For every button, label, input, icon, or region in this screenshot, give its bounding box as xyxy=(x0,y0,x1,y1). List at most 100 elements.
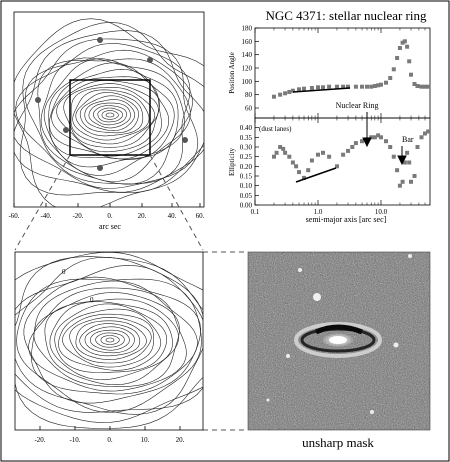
contour-top-lines xyxy=(14,18,204,207)
isophote-contour xyxy=(15,264,203,415)
data-point xyxy=(423,131,427,136)
position-angle-panel: 60 80 100 120 140 160 180 Position Angle Nucle… xyxy=(228,25,431,119)
data-point xyxy=(412,82,417,86)
data-point xyxy=(290,160,295,165)
isophote-contour xyxy=(54,303,168,373)
data-point xyxy=(402,39,407,44)
dust-lane xyxy=(314,324,363,335)
y-tick-label: 0.35 xyxy=(240,134,253,142)
data-point xyxy=(391,67,396,72)
data-point xyxy=(407,59,412,64)
contour-top-xtick: -40. xyxy=(40,212,51,220)
star-marker xyxy=(97,37,103,43)
zoom-connectors xyxy=(14,154,248,431)
star xyxy=(298,268,302,272)
data-point xyxy=(278,145,283,149)
data-point xyxy=(283,91,288,96)
contour-top-ticks xyxy=(13,203,201,207)
isophote-contour xyxy=(15,252,203,429)
isophote-contour xyxy=(79,323,141,357)
isophote-contour xyxy=(63,83,159,148)
data-point xyxy=(402,160,407,165)
star xyxy=(370,410,374,414)
isophote-contour xyxy=(75,92,144,137)
isophote-contour xyxy=(48,68,169,160)
isophote-contour xyxy=(49,301,173,381)
contour-bottom-xtick: -10. xyxy=(69,436,80,444)
isophote-contour xyxy=(15,256,203,423)
y-tick-label: 180 xyxy=(242,25,253,33)
data-point xyxy=(346,84,350,89)
data-point xyxy=(407,160,412,165)
data-point xyxy=(281,146,286,151)
star-marker xyxy=(63,127,69,133)
y-tick-label: 0.20 xyxy=(240,163,253,171)
star xyxy=(286,354,290,358)
y-tick-label: 0.30 xyxy=(240,144,253,152)
data-point xyxy=(335,164,339,169)
data-point xyxy=(391,154,396,159)
data-point xyxy=(415,84,420,88)
data-point xyxy=(327,84,332,89)
isophote-contour xyxy=(100,335,120,345)
data-point xyxy=(395,168,400,173)
position-angle-ylabel: Position Angle xyxy=(228,52,236,93)
contour-top-frame xyxy=(13,11,205,208)
ellipticity-ylabel: Ellipticity xyxy=(228,148,236,176)
contour-bottom-frame xyxy=(14,251,204,431)
isophote-contour xyxy=(84,326,135,354)
isophote-contour xyxy=(62,313,154,368)
isophote-contour xyxy=(105,112,115,118)
y-tick-label: 140 xyxy=(242,51,253,59)
isophote-contour xyxy=(15,256,203,413)
y-tick-label: 0.40 xyxy=(240,124,253,132)
nuclear-ring-annotation: Nuclear Ring xyxy=(336,101,379,110)
data-point xyxy=(409,179,413,184)
data-point xyxy=(341,152,346,157)
x-tick-label: 1.0 xyxy=(314,208,323,216)
data-point xyxy=(353,84,358,89)
contour-top-xtick: -60. xyxy=(8,212,19,220)
data-point xyxy=(397,46,402,50)
contour-bottom-xtick: 0. xyxy=(107,436,113,444)
x-tick-label: 0.1 xyxy=(251,208,260,216)
data-point xyxy=(302,175,306,180)
data-point xyxy=(294,164,299,169)
contour-bottom-xtick: 20. xyxy=(176,436,185,444)
data-point xyxy=(360,139,364,144)
isophote-contour xyxy=(56,80,160,153)
data-point xyxy=(335,84,339,89)
data-point xyxy=(341,84,346,89)
contour-label: 0 xyxy=(62,268,66,276)
contour-bottom-xtick: 10. xyxy=(141,436,150,444)
isophote-contour xyxy=(23,276,202,404)
data-point xyxy=(376,133,381,138)
data-point xyxy=(272,94,276,99)
data-point xyxy=(346,148,350,153)
y-tick-label: 120 xyxy=(242,65,253,73)
isophote-contour xyxy=(19,21,204,196)
data-point xyxy=(409,72,413,77)
data-point xyxy=(415,145,420,149)
unsharp-mask-image xyxy=(248,252,430,430)
isophote-contour xyxy=(28,287,187,392)
data-point xyxy=(309,158,314,163)
y-tick-label: 0.25 xyxy=(240,153,253,161)
data-point xyxy=(272,154,276,159)
isophote-contour xyxy=(51,76,162,157)
isophote-contour xyxy=(69,316,152,364)
isophote-contour xyxy=(105,337,115,343)
isophote-contour xyxy=(43,58,179,168)
annotation-arrows xyxy=(362,112,407,166)
x-tick-label: 10.0 xyxy=(375,208,388,216)
ellipticity-xlabel: semi-major axis [arc sec] xyxy=(306,215,387,224)
data-point xyxy=(327,154,332,159)
data-point xyxy=(400,179,405,184)
contour-top-xtick: -20. xyxy=(72,212,83,220)
data-point xyxy=(405,150,410,155)
zoom-box xyxy=(69,79,151,156)
data-point xyxy=(423,84,427,89)
isophote-contour xyxy=(84,99,136,131)
data-point xyxy=(283,150,288,155)
contour-bottom-ticks xyxy=(39,426,181,430)
